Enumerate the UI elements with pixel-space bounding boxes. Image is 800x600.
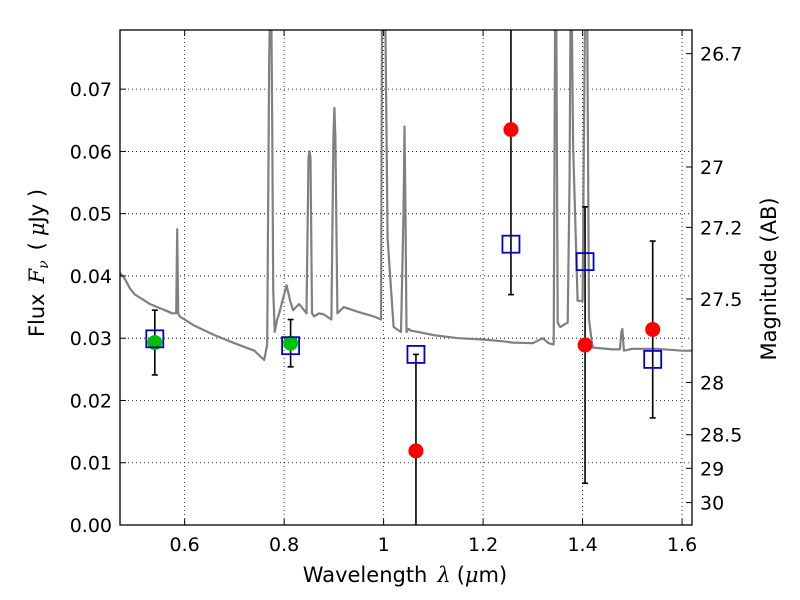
x-tick-label: 1 <box>378 534 390 556</box>
sed-model-series <box>120 30 692 362</box>
magnitude-tick-label: 28 <box>700 372 724 394</box>
x-axis-label: Wavelength λ (μm) <box>303 563 507 587</box>
sed-model-line <box>120 30 692 362</box>
data-point <box>147 335 163 351</box>
model-square <box>406 344 426 364</box>
y-tick-label: 0.07 <box>70 79 112 101</box>
data-point <box>503 122 519 138</box>
y-tick-label: 0.05 <box>70 204 112 226</box>
x-tick-label: 1.2 <box>468 534 498 556</box>
data-point <box>577 337 593 353</box>
data-point <box>408 443 424 459</box>
magnitude-axis: 26.7 27 27.2 27.5 28 28.5 29 30 <box>686 44 742 515</box>
y-axis-label: FluxFν(μJy ) <box>25 189 52 337</box>
magnitude-tick-label: 26.7 <box>700 44 742 66</box>
y-tick-label: 0.00 <box>70 515 112 537</box>
magnitude-axis-label: Magnitude (AB) <box>757 197 781 360</box>
x-tick-label: 0.6 <box>170 534 200 556</box>
data-point <box>645 321 661 337</box>
data-point <box>283 335 299 351</box>
x-tick-label: 1.4 <box>567 534 597 556</box>
model-square <box>643 349 663 369</box>
magnitude-tick-label: 30 <box>700 493 724 515</box>
magnitude-tick-label: 27 <box>700 157 724 179</box>
model-square <box>145 329 165 349</box>
y-axis: 0.00 0.01 0.02 0.03 0.04 0.05 0.06 0.07 <box>70 79 126 537</box>
magnitude-tick-label: 29 <box>700 458 724 480</box>
y-tick-label: 0.02 <box>70 390 112 412</box>
magnitude-tick-label: 27.2 <box>700 217 742 239</box>
magnitude-tick-label: 28.5 <box>700 425 742 447</box>
error-bars <box>151 30 656 525</box>
y-tick-label: 0.03 <box>70 328 112 350</box>
model-square <box>575 252 595 272</box>
data-markers <box>145 122 663 459</box>
x-tick-label: 1.6 <box>667 534 697 556</box>
grid <box>120 30 692 525</box>
y-tick-label: 0.06 <box>70 141 112 163</box>
x-tick-label: 0.8 <box>269 534 299 556</box>
x-axis: 0.6 0.8 1 1.2 1.4 1.6 <box>170 30 697 556</box>
magnitude-tick-label: 27.5 <box>700 289 742 311</box>
model-square <box>281 336 301 356</box>
plot-frame <box>119 29 693 526</box>
model-square <box>501 234 521 254</box>
y-tick-label: 0.04 <box>70 266 112 288</box>
y-tick-label: 0.01 <box>70 453 112 475</box>
